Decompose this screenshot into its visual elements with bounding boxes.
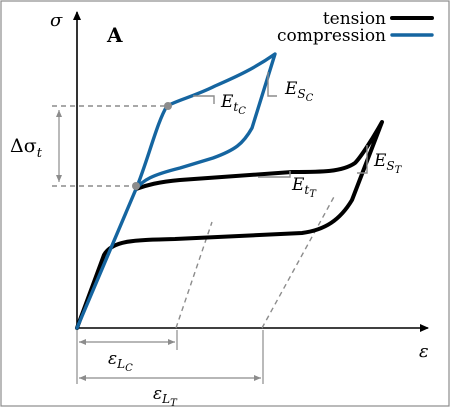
- esc-label: ESC: [284, 79, 314, 104]
- eps-lc-label: εLC: [108, 349, 133, 374]
- etc-label: EtC: [220, 92, 246, 117]
- legend: tension compression: [277, 9, 434, 46]
- delta-sigma-sub: t: [37, 146, 43, 161]
- upper-transformation-point: [164, 102, 172, 110]
- est-label: EST: [373, 151, 403, 176]
- y-axis-label: σ: [50, 10, 63, 31]
- slope-triangle-ett: [258, 171, 291, 178]
- panel-label: A: [106, 23, 123, 47]
- slope-triangle-est: [357, 145, 368, 174]
- x-axis-label: ε: [419, 341, 429, 362]
- slope-triangle-esc: [267, 72, 277, 97]
- slope-triangle-etc: [193, 95, 215, 104]
- compression-unload-dash: [175, 221, 213, 329]
- delta-sigma-base: Δσ: [10, 135, 37, 157]
- compression-curve: [75, 52, 277, 330]
- legend-tension-label: tension: [323, 9, 386, 29]
- ett-label: EtT: [291, 175, 317, 200]
- tension-curve: [75, 120, 384, 330]
- legend-compression-label: compression: [277, 26, 386, 46]
- tension-unload-dash-2: [261, 194, 336, 329]
- delta-sigma-label: Δσt: [10, 135, 43, 161]
- lower-transformation-point: [132, 182, 140, 190]
- eps-lt-label: εLT: [153, 384, 178, 407]
